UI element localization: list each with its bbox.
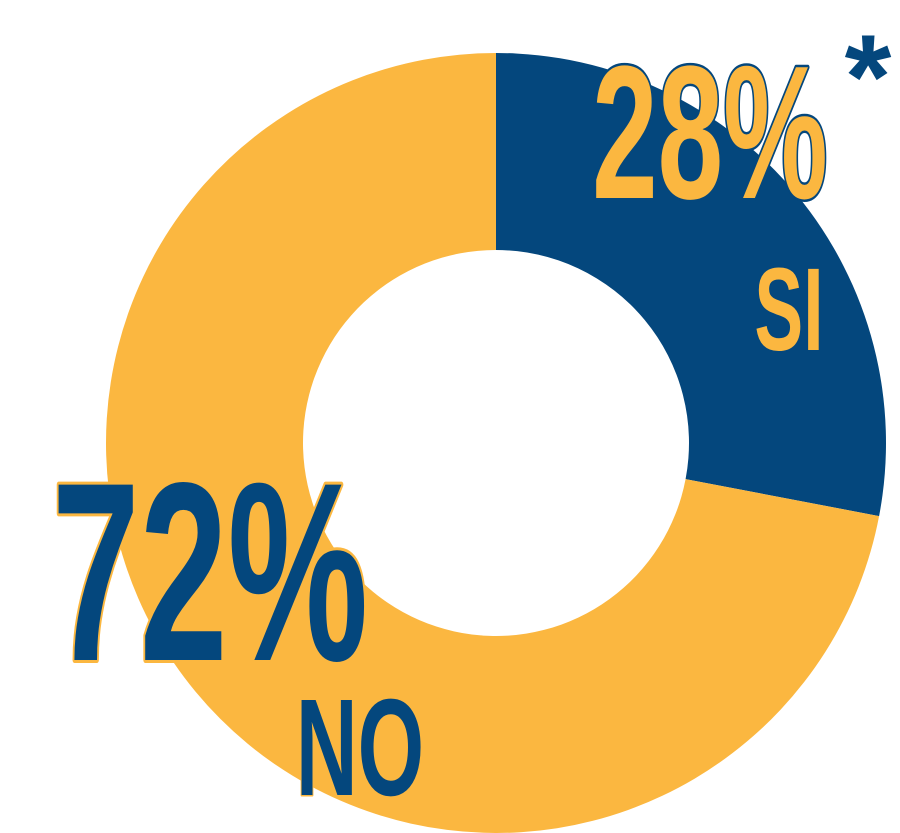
slice-no-category-label: NO [296,671,424,825]
slice-no-value-label: 72% [52,429,368,714]
slice-si-value-label: 28% [592,27,828,239]
slice-si-category-label: SI [754,243,823,375]
slice-no [105,53,880,833]
chart-annotation-asterisk: * [845,10,892,144]
donut-slices [105,53,886,833]
slice-si [496,53,886,517]
